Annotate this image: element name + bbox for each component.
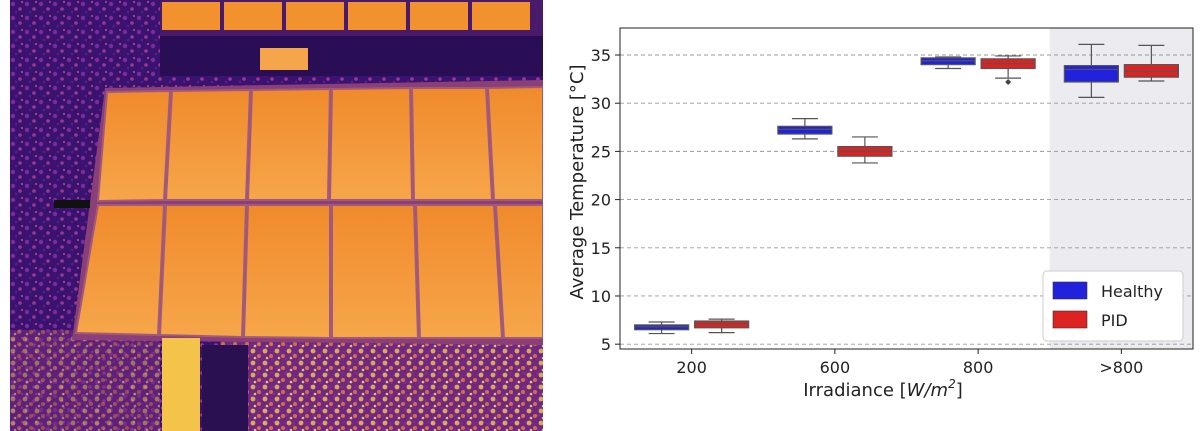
y-tick-label: 10 <box>591 287 611 306</box>
box-pid-200 <box>694 318 750 334</box>
box-body <box>777 125 833 135</box>
y-tick-label: 35 <box>591 46 611 65</box>
x-tick-label: 200 <box>676 358 707 377</box>
box-healthy-200 <box>634 321 690 335</box>
box-healthy-600 <box>777 118 833 140</box>
x-axis-label-exponent: 2 <box>948 377 956 391</box>
legend-label-healthy: Healthy <box>1101 282 1163 301</box>
x-tick-label: 600 <box>820 358 851 377</box>
box-healthy->800 <box>1063 43 1119 99</box>
y-tick-label: 20 <box>591 191 611 210</box>
box-pid-600 <box>837 136 893 164</box>
legend-swatch-healthy <box>1052 281 1088 300</box>
legend-swatch-pid <box>1052 310 1088 329</box>
x-axis-ticks: 200 600 800 >800 <box>676 349 1143 377</box>
x-axis-label-prefix: Irradiance [ <box>803 380 906 401</box>
y-axis-ticks: 5 10 15 20 25 30 35 <box>591 46 620 354</box>
walkway <box>162 338 200 431</box>
box-healthy-800 <box>920 56 976 70</box>
thermal-image <box>10 0 543 431</box>
y-tick-label: 25 <box>591 142 611 161</box>
box-body <box>1063 64 1119 83</box>
legend-label-pid: PID <box>1101 311 1128 330</box>
legend: Healthy PID <box>1042 270 1184 342</box>
y-axis-label: Average Temperature [°C] <box>567 65 588 300</box>
y-tick-label: 5 <box>601 335 611 354</box>
x-tick-label: >800 <box>1099 358 1143 377</box>
x-axis-label: Irradiance [W/m2] <box>803 377 962 401</box>
outlier-point <box>1005 78 1012 85</box>
y-tick-label: 30 <box>591 94 611 113</box>
plot-frame <box>619 27 1194 350</box>
x-tick-label: 800 <box>963 358 994 377</box>
x-axis-label-suffix: ] <box>956 380 963 401</box>
y-tick-label: 15 <box>591 239 611 258</box>
box-plot-chart: 5 10 15 20 25 30 35 200 600 800 >800 Average Temp… <box>567 27 1194 401</box>
main-panel-array <box>54 80 543 345</box>
box-pid->800 <box>1123 44 1179 82</box>
box-pid-800 <box>980 55 1036 85</box>
x-axis-label-unit: W/m <box>907 380 948 401</box>
boxes <box>634 43 1179 335</box>
top-panel-row <box>160 0 543 76</box>
